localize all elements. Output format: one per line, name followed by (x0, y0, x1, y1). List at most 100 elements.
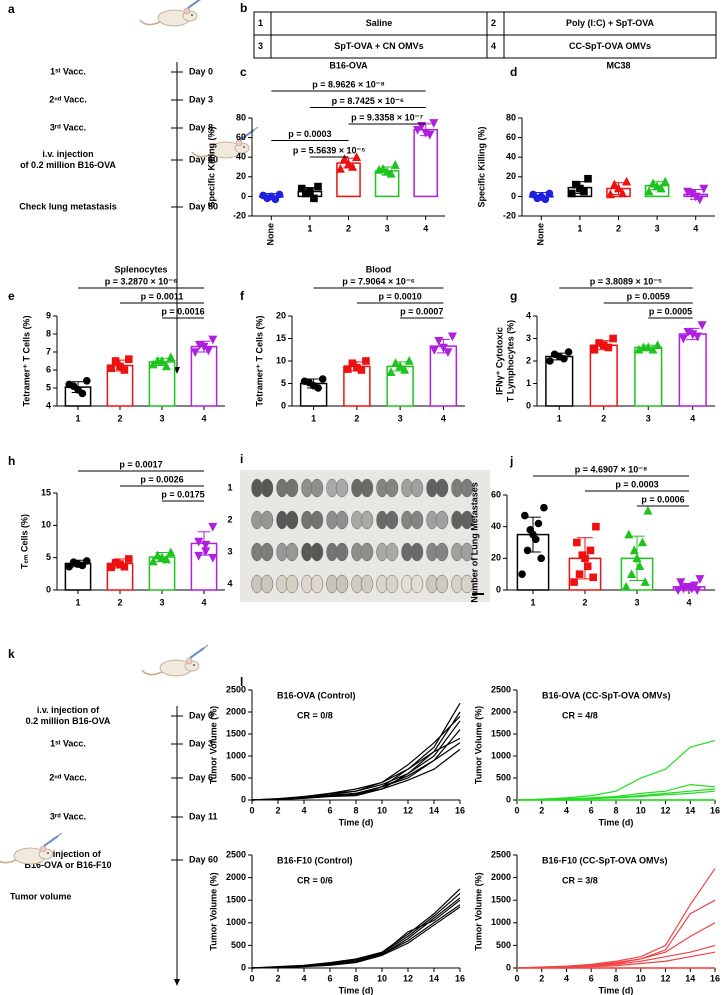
row-label: 1 (227, 482, 232, 492)
y-tick-label: 0 (241, 794, 246, 804)
lung-right (460, 478, 474, 498)
lung-right (310, 510, 324, 530)
data-point (148, 556, 158, 566)
mouse-part (141, 669, 163, 676)
data-point (425, 130, 435, 140)
data-point (683, 187, 693, 197)
data-point (699, 184, 709, 194)
y-tick-label: 2000 (491, 706, 511, 716)
y-tick-label: 6 (46, 364, 51, 374)
p-value: p = 3.8089 × 10⁻⁵ (590, 276, 663, 286)
chart-title: MC38 (606, 60, 630, 70)
event-label: i.v. injection (42, 149, 93, 159)
lung-right (410, 542, 424, 562)
y-tick-label: 15 (41, 487, 51, 497)
x-tick-label: 2 (354, 413, 359, 423)
data-point (434, 336, 444, 346)
event-label: 2ⁿᵈ Vacc. (49, 772, 87, 782)
y-tick-label: 20 (491, 553, 501, 563)
lung-right (260, 574, 274, 594)
x-axis-label: Time (d) (599, 817, 634, 827)
lung-right (285, 510, 299, 530)
mouse-part (185, 657, 193, 665)
y-tick-label: 2500 (491, 684, 511, 694)
series-line (251, 899, 461, 969)
data-point (640, 577, 650, 586)
data-point (540, 503, 548, 512)
p-value: p = 9.3358 × 10⁻⁷ (351, 112, 423, 122)
mouse-part (57, 832, 63, 837)
data-point (575, 570, 584, 578)
data-point (429, 345, 439, 355)
y-tick-label: 500 (496, 772, 511, 782)
mouse-part (189, 647, 205, 659)
data-point (201, 547, 211, 557)
data-point (404, 356, 414, 365)
data-point (632, 553, 642, 563)
data-point (107, 364, 115, 372)
p-value: p = 0.0007 (400, 306, 443, 316)
data-point (637, 537, 647, 547)
data-point (275, 190, 284, 199)
data-point (605, 189, 615, 199)
y-tick-label: 5 (46, 552, 51, 562)
p-value: p = 8.9626 × 10⁻⁸ (312, 79, 385, 89)
y-tick-label: 40 (491, 521, 501, 531)
row-label: 2 (227, 514, 232, 524)
bar (343, 365, 371, 407)
data-point (695, 195, 705, 205)
data-point (203, 346, 213, 356)
y-axis-label: Tetramer⁺ T Cells (%) (21, 315, 31, 406)
data-point (546, 357, 554, 365)
data-point (653, 340, 663, 350)
bar (678, 333, 707, 407)
data-point (589, 573, 597, 582)
y-tick-label: 0 (511, 191, 516, 201)
y-tick-label: 0 (241, 191, 246, 201)
data-point (194, 551, 204, 561)
data-point (534, 519, 543, 528)
lung-right (360, 510, 374, 530)
day-label: Day 3 (189, 738, 213, 748)
data-point (567, 189, 576, 198)
x-tick-label: 16 (455, 973, 465, 983)
data-point (692, 332, 702, 342)
data-point (586, 546, 595, 555)
data-point (609, 179, 619, 189)
data-point (153, 550, 163, 560)
note-label: Tumor volume (10, 891, 71, 901)
arrow-head (174, 367, 180, 374)
y-tick-label: 0 (506, 794, 511, 804)
x-tick-label: 4 (686, 597, 691, 607)
p-value: p = 0.0059 (627, 291, 670, 301)
p-value: p = 0.0017 (119, 459, 162, 469)
x-tick-label: 4 (564, 805, 569, 815)
day-label: Day 6 (189, 772, 213, 782)
panel-letter: k (8, 647, 15, 661)
data-point (629, 545, 639, 555)
mouse-part (253, 126, 259, 131)
p-value: p = 4.6907 × 10⁻⁸ (575, 464, 648, 474)
chart-title: B16-F10 (CC-SpT-OVA OMVs) (542, 855, 668, 865)
lung-right (460, 574, 474, 594)
y-tick-label: 40 (236, 152, 246, 162)
lung-right (385, 478, 399, 498)
data-point (125, 555, 133, 563)
data-point (573, 538, 581, 547)
panel-letter: l (240, 675, 243, 689)
x-tick-label: 4 (201, 597, 206, 607)
data-point (443, 348, 453, 357)
bar (429, 345, 458, 407)
lung-right (335, 542, 349, 562)
mouse-part (243, 146, 245, 148)
y-tick-label: 20 (506, 171, 516, 181)
data-point (635, 561, 645, 571)
lung-right (360, 478, 374, 498)
data-point (621, 581, 631, 591)
y-axis-label: Tumor Volume (%) (473, 706, 483, 784)
data-point (314, 182, 322, 191)
data-point (348, 162, 358, 171)
data-point (120, 562, 129, 571)
row-label: 3 (227, 546, 232, 556)
x-tick-label: 3 (385, 223, 390, 233)
